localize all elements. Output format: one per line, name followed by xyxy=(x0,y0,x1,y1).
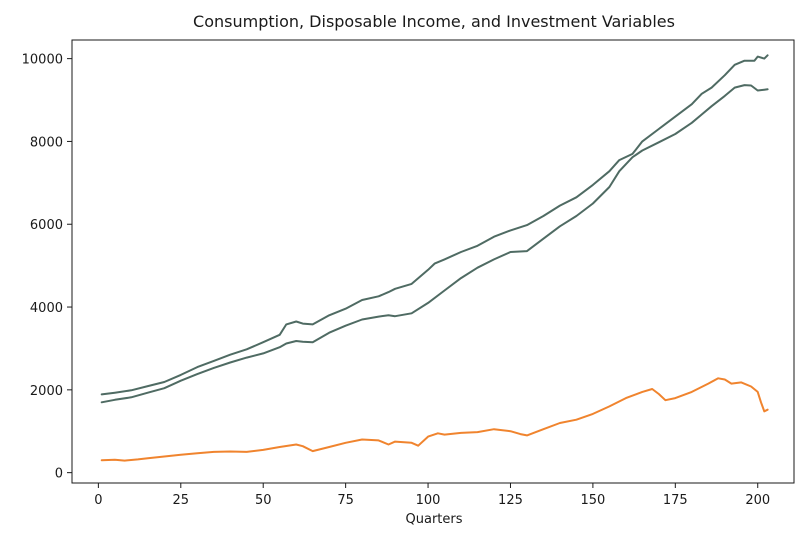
y-axis: 0 2000 4000 6000 8000 10000 xyxy=(22,53,72,482)
x-tick-label: 25 xyxy=(173,493,190,508)
y-tick-label: 2000 xyxy=(30,384,63,399)
x-tick-label: 50 xyxy=(255,493,272,508)
x-axis-label: Quarters xyxy=(406,512,463,527)
series-line-3 xyxy=(100,377,769,462)
y-tick-label: 10000 xyxy=(22,53,63,68)
x-tick-label: 100 xyxy=(416,493,441,508)
y-tick-label: 4000 xyxy=(30,301,63,316)
x-tick-label: 75 xyxy=(337,493,354,508)
y-tick-label: 8000 xyxy=(30,135,63,150)
x-tick-label: 125 xyxy=(498,493,523,508)
chart-title: Consumption, Disposable Income, and Inve… xyxy=(193,12,675,31)
series-line-2 xyxy=(100,84,769,404)
plot-frame xyxy=(71,39,795,484)
x-tick-label: 200 xyxy=(745,493,770,508)
x-tick-label: 0 xyxy=(94,493,102,508)
y-tick-label: 0 xyxy=(55,467,63,482)
y-tick-label: 6000 xyxy=(30,218,63,233)
series-line-1 xyxy=(100,54,769,396)
x-axis: 0 25 50 75 100 125 150 175 200 xyxy=(94,483,770,508)
series-layer xyxy=(100,54,769,462)
x-tick-label: 150 xyxy=(580,493,605,508)
x-tick-label: 175 xyxy=(663,493,688,508)
